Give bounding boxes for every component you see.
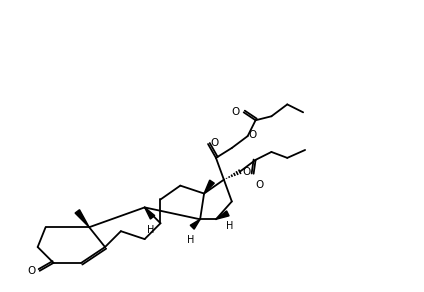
Text: O: O	[256, 180, 264, 190]
Text: O: O	[248, 130, 257, 140]
Polygon shape	[204, 180, 214, 194]
Text: H: H	[187, 235, 194, 245]
Text: H: H	[147, 225, 154, 235]
Text: O: O	[210, 138, 218, 148]
Text: O: O	[243, 167, 251, 177]
Polygon shape	[75, 210, 89, 227]
Polygon shape	[145, 207, 155, 219]
Polygon shape	[190, 219, 200, 229]
Text: O: O	[28, 266, 36, 276]
Text: O: O	[232, 107, 240, 117]
Polygon shape	[216, 211, 229, 219]
Text: H: H	[226, 221, 234, 231]
